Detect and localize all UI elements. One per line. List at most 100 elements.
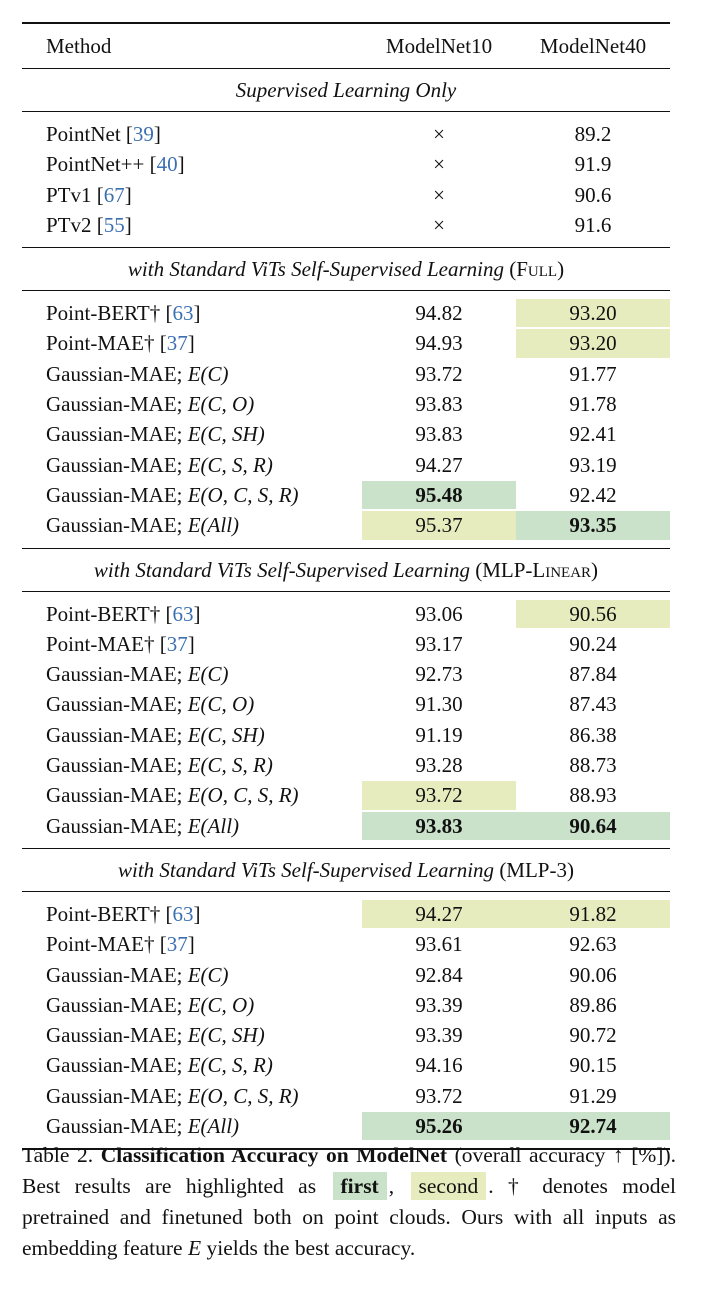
value-text: 90.64	[569, 813, 617, 838]
table-row: Gaussian-MAE; E(O, C, S, R) 95.48 92.42	[22, 480, 670, 510]
value-text: 91.9	[574, 152, 612, 177]
method-name: Gaussian-MAE;	[46, 1053, 188, 1078]
section-title-main: with Standard ViTs Self-Supervised Learn…	[118, 857, 495, 882]
modelnet10-value: 93.17	[362, 630, 516, 658]
value-text: 91.19	[415, 722, 463, 747]
embedding-formula: E(C)	[187, 962, 229, 987]
value-text: 87.43	[569, 692, 617, 717]
method-cell: Gaussian-MAE; E(C, S, R)	[46, 450, 273, 480]
method-cell: Gaussian-MAE; E(C, SH)	[46, 419, 265, 449]
value-text: 92.84	[415, 962, 463, 987]
value-text: 90.6	[574, 182, 612, 207]
value-text: 94.16	[415, 1053, 463, 1078]
modelnet40-value: 91.6	[516, 211, 670, 239]
value-text: 93.83	[415, 422, 463, 447]
value-text: 95.26	[415, 1114, 463, 1139]
table-row: Point-MAE† [37] 94.93 93.20	[22, 328, 670, 358]
method-cell: Gaussian-MAE; E(C)	[46, 659, 229, 689]
modelnet10-value: ×	[362, 150, 516, 178]
caption-title: Classification Accuracy on ModelNet	[100, 1143, 448, 1167]
value-text: 95.37	[415, 513, 463, 538]
modelnet40-value: 90.24	[516, 630, 670, 658]
method-name: Gaussian-MAE;	[46, 422, 188, 447]
modelnet40-value: 92.63	[516, 930, 670, 958]
embedding-formula: E(C, O)	[187, 992, 255, 1017]
header-method: Method	[46, 34, 112, 58]
embedding-formula: E(All)	[187, 513, 240, 538]
method-name: Gaussian-MAE;	[46, 692, 188, 717]
method-cell: Gaussian-MAE; E(O, C, S, R)	[46, 780, 299, 810]
modelnet10-value: 94.27	[362, 899, 516, 929]
table-caption: Table 2. Classification Accuracy on Mode…	[22, 1140, 676, 1264]
value-text: 92.73	[415, 662, 463, 687]
section-rule	[22, 847, 670, 849]
value-text: ×	[433, 182, 445, 207]
citation-link: 40	[156, 152, 178, 177]
value-text: 94.93	[415, 331, 463, 356]
method-cell: Gaussian-MAE; E(All)	[46, 1111, 239, 1141]
spacer	[22, 892, 670, 899]
spacer	[22, 291, 670, 298]
value-text: 91.77	[569, 361, 617, 386]
value-text: 94.27	[415, 452, 463, 477]
table-row: PointNet++ [40] × 91.9	[22, 149, 670, 179]
modelnet10-value: 93.72	[362, 781, 516, 810]
modelnet10-value: 92.73	[362, 660, 516, 688]
section-title: with Standard ViTs Self-Supervised Learn…	[22, 549, 670, 591]
table-row: Gaussian-MAE; E(C, S, R) 94.27 93.19	[22, 450, 670, 480]
value-text: 92.41	[569, 422, 617, 447]
embedding-formula: E(C)	[187, 361, 229, 386]
value-text: 93.35	[569, 513, 617, 538]
value-text: 93.72	[415, 1083, 463, 1108]
method-name: Point-BERT†	[46, 901, 166, 926]
section-rule	[22, 247, 670, 249]
method-cell: PTv1 [67]	[46, 182, 132, 207]
value-text: 86.38	[569, 722, 617, 747]
section-rule	[22, 590, 670, 592]
embedding-formula: E(All)	[187, 813, 240, 838]
method-cell: Gaussian-MAE; E(C, SH)	[46, 1020, 265, 1050]
modelnet10-value: 93.83	[362, 420, 516, 448]
section-rule	[22, 290, 670, 292]
table-row: Point-MAE† [37] 93.61 92.63	[22, 929, 670, 959]
modelnet40-value: 88.93	[516, 781, 670, 809]
modelnet40-value: 93.19	[516, 451, 670, 479]
table-row: PointNet [39] × 89.2	[22, 119, 670, 149]
table-row: Gaussian-MAE; E(All) 95.37 93.35	[22, 510, 670, 540]
value-text: 93.61	[415, 932, 463, 957]
table-row: Gaussian-MAE; E(C, SH) 91.19 86.38	[22, 720, 670, 750]
method-cell: Gaussian-MAE; E(C, O)	[46, 689, 254, 719]
method-name: Gaussian-MAE;	[46, 482, 188, 507]
table-row: Gaussian-MAE; E(O, C, S, R) 93.72 88.93	[22, 780, 670, 810]
table-row: Gaussian-MAE; E(C, S, R) 93.28 88.73	[22, 750, 670, 780]
modelnet10-value: 94.27	[362, 451, 516, 479]
modelnet10-value: 95.37	[362, 511, 516, 540]
modelnet40-value: 91.78	[516, 390, 670, 418]
modelnet40-value: 89.86	[516, 991, 670, 1019]
value-text: 93.19	[569, 452, 617, 477]
method-cell: Gaussian-MAE; E(C)	[46, 359, 229, 389]
caption-math: E	[187, 1236, 202, 1260]
modelnet40-value: 91.82	[516, 899, 670, 929]
method-name: PTv1	[46, 182, 97, 207]
value-text: ×	[433, 212, 445, 237]
modelnet40-value: 93.20	[516, 299, 670, 328]
value-text: 93.83	[415, 392, 463, 417]
method-cell: Point-BERT† [63]	[46, 301, 201, 326]
value-text: 87.84	[569, 662, 617, 687]
value-text: 91.29	[569, 1083, 617, 1108]
table-row: Gaussian-MAE; E(C) 92.73 87.84	[22, 659, 670, 689]
section-title-main: Supervised Learning Only	[235, 78, 457, 102]
embedding-formula: E(C, S, R)	[187, 1053, 273, 1078]
embedding-formula: E(All)	[187, 1114, 240, 1139]
table-row: PTv1 [67] × 90.6	[22, 180, 670, 210]
table-row: Gaussian-MAE; E(C, O) 91.30 87.43	[22, 689, 670, 719]
value-text: 93.83	[415, 813, 463, 838]
modelnet10-value: 95.48	[362, 480, 516, 510]
value-text: 90.56	[569, 601, 617, 626]
citation-link: 67	[103, 182, 125, 207]
method-cell: Point-MAE† [37]	[46, 631, 195, 656]
value-text: 93.39	[415, 1023, 463, 1048]
modelnet40-value: 90.15	[516, 1051, 670, 1079]
modelnet40-value: 86.38	[516, 721, 670, 749]
